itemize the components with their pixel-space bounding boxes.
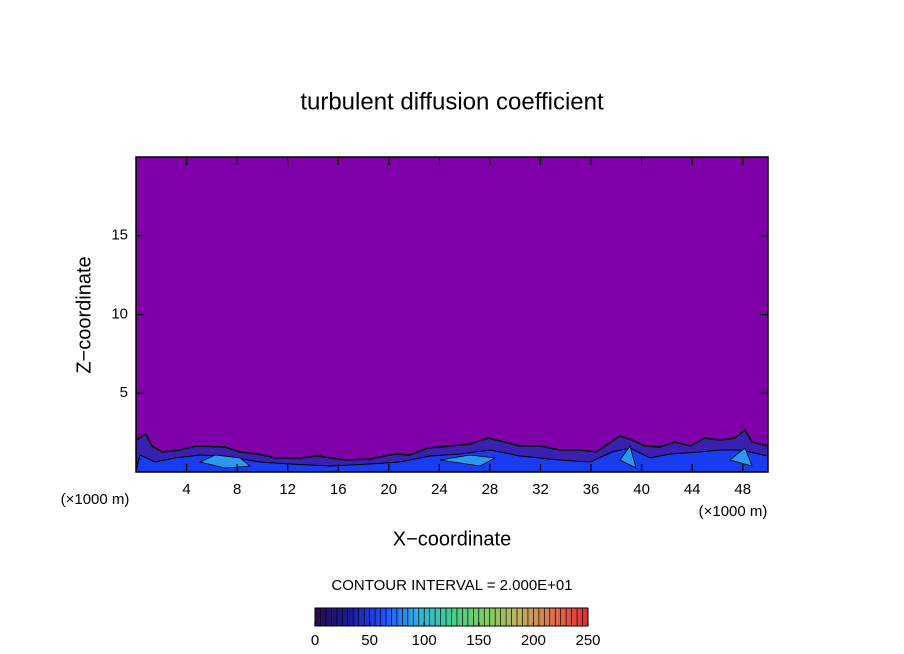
colorbar-tick-label: 50: [361, 632, 378, 649]
x-tick-label: 8: [233, 481, 241, 498]
x-tick-label: 24: [431, 481, 448, 498]
x-unit-label: (×1000 m): [61, 491, 130, 508]
colorbar-tick-label: 150: [466, 632, 491, 649]
x-tick-label: 4: [182, 481, 190, 498]
x-tick-label: 12: [279, 481, 296, 498]
contour-region: [198, 445, 753, 469]
contour-field: [136, 157, 768, 472]
x-tick-label: 32: [532, 481, 549, 498]
x-tick-label: 48: [734, 481, 751, 498]
x-tick-label: 44: [684, 481, 701, 498]
x-tick-label: 36: [583, 481, 600, 498]
y-tick-label: 10: [111, 305, 128, 322]
y-axis-label: Z−coordinate: [73, 256, 95, 373]
x-tick-label: 20: [380, 481, 397, 498]
x-tick-label: 28: [482, 481, 499, 498]
y-tick-label: 5: [120, 384, 128, 401]
chart-title: turbulent diffusion coefficient: [300, 88, 604, 115]
colorbar-tick-label: 0: [311, 632, 319, 649]
contour-interval: CONTOUR INTERVAL = 2.000E+01: [331, 577, 572, 594]
x-axis-label: X−coordinate: [393, 528, 511, 550]
y-tick-label: 15: [111, 227, 128, 244]
colorbar-tick-label: 250: [575, 632, 600, 649]
x-unit-label: (×1000 m): [699, 503, 768, 520]
colorbar-tick-label: 100: [412, 632, 437, 649]
colorbar-tick-label: 200: [521, 632, 546, 649]
x-tick-label: 40: [633, 481, 650, 498]
contour-fill: [136, 428, 768, 472]
x-tick-label: 16: [330, 481, 347, 498]
